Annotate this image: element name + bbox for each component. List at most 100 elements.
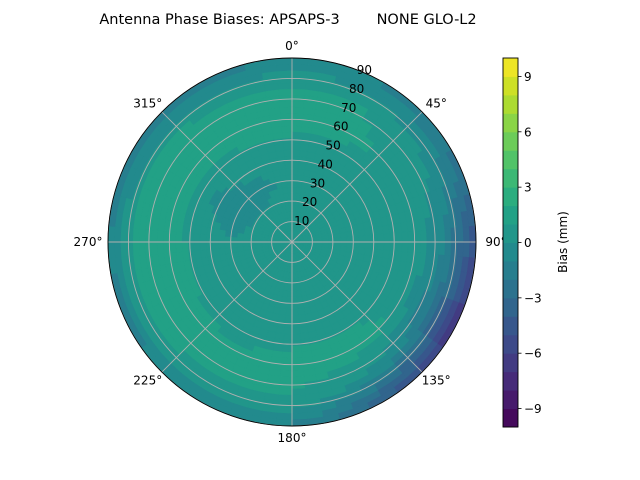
- contour-cell: [291, 418, 309, 427]
- contour-cell: [218, 241, 226, 249]
- contour-cell: [438, 228, 446, 243]
- radial-tick-label: 30: [310, 176, 325, 190]
- contour-cell: [279, 369, 293, 378]
- angular-tick-label: 45°: [426, 96, 447, 110]
- contour-cell: [346, 236, 354, 243]
- colorbar-tick-label: 0: [524, 236, 532, 250]
- contour-cell: [328, 237, 336, 243]
- contour-cell: [278, 168, 287, 176]
- contour-cell: [224, 235, 232, 243]
- contour-cell: [291, 131, 302, 139]
- contour-cell: [456, 226, 465, 243]
- contour-cell: [468, 241, 477, 259]
- contour-cell: [211, 241, 219, 250]
- colorbar-level: [503, 113, 518, 133]
- contour-cell: [162, 230, 171, 243]
- angular-gridline: [291, 241, 423, 373]
- chart-title: Antenna Phase Biases: APSAPS-3 NONE GLO-…: [99, 12, 476, 28]
- contour-cell: [193, 241, 201, 251]
- contour-cell: [144, 228, 152, 243]
- colorbar-tick-label: −6: [524, 347, 542, 361]
- radial-tick-label: 10: [294, 214, 309, 228]
- contour-field: [107, 57, 477, 427]
- contour-cell: [383, 241, 391, 251]
- contour-cell: [365, 241, 373, 250]
- contour-cell: [291, 174, 299, 182]
- contour-cell: [285, 168, 293, 176]
- contour-cell: [230, 246, 238, 253]
- colorbar: [502, 57, 519, 428]
- contour-cell: [199, 241, 207, 251]
- contour-cell: [138, 241, 146, 256]
- radial-tick-labels: 10 20 30 40 50 60 70 80 90: [294, 63, 372, 228]
- contour-cell: [276, 406, 293, 415]
- angular-tick-label: 225°: [133, 374, 162, 388]
- contour-cell: [291, 290, 298, 298]
- contour-cell: [277, 76, 293, 84]
- contour-cell: [291, 137, 302, 145]
- contour-cell: [401, 241, 409, 253]
- contour-cell: [181, 241, 189, 252]
- contour-cell: [432, 228, 440, 243]
- contour-cell: [365, 234, 373, 243]
- contour-cell: [287, 192, 293, 200]
- contour-cell: [450, 227, 458, 243]
- colorbar-level: [503, 242, 518, 262]
- colorbar-label: Bias (mm): [556, 211, 570, 273]
- contour-cell: [358, 228, 366, 237]
- radial-tick-label: 90: [357, 63, 372, 77]
- contour-cell: [407, 230, 415, 243]
- contour-cell: [283, 333, 293, 341]
- contour-cell: [277, 400, 293, 408]
- contour-cell: [277, 394, 293, 402]
- colorbar-ticks: −9 −6 −3 0 3 6 9: [518, 70, 542, 416]
- contour-cell: [278, 382, 293, 390]
- contour-cell: [282, 186, 289, 195]
- contour-cell: [291, 333, 301, 341]
- contour-cell: [175, 241, 183, 253]
- colorbar-level: [503, 279, 518, 299]
- contour-cell: [291, 161, 300, 169]
- contour-cell: [291, 94, 306, 102]
- contour-cell: [291, 345, 302, 353]
- contour-cell: [282, 137, 293, 145]
- contour-cell: [132, 241, 140, 257]
- contour-cell: [419, 241, 428, 255]
- contour-cell: [291, 168, 299, 176]
- contour-cell: [377, 241, 385, 251]
- contour-cell: [107, 241, 116, 259]
- contour-cell: [281, 125, 293, 133]
- contour-cell: [407, 241, 415, 254]
- angular-tick-labels: 0° 45° 90° 135° 180° 225° 270° 315°: [74, 39, 507, 445]
- colorbar-level: [503, 131, 518, 151]
- contour-cell: [205, 241, 213, 250]
- contour-cell: [340, 236, 348, 243]
- contour-cell: [280, 357, 293, 365]
- contour-cell: [291, 272, 296, 280]
- contour-cell: [218, 247, 226, 256]
- angular-gridline: [291, 111, 423, 243]
- contour-cell: [401, 231, 409, 243]
- colorbar-level: [503, 187, 518, 207]
- contour-cell: [281, 351, 293, 359]
- radial-tick-label: 70: [341, 101, 356, 115]
- angular-tick-label: 270°: [74, 235, 103, 249]
- contour-cell: [371, 234, 379, 243]
- contour-cell: [283, 149, 293, 157]
- contour-cell: [288, 204, 293, 212]
- contour-cell: [291, 369, 305, 378]
- contour-cell: [444, 241, 452, 257]
- colorbar-tick-label: 3: [524, 181, 532, 195]
- contour-cell: [352, 235, 360, 243]
- colorbar-level: [503, 408, 518, 428]
- radial-tick-label: 50: [325, 139, 340, 153]
- contour-cell: [291, 394, 307, 402]
- contour-cell: [286, 186, 293, 194]
- contour-cell: [279, 100, 293, 108]
- contour-cell: [395, 241, 403, 252]
- contour-cell: [107, 225, 116, 243]
- contour-cell: [291, 308, 299, 316]
- contour-cell: [277, 82, 293, 90]
- contour-cell: [291, 112, 304, 121]
